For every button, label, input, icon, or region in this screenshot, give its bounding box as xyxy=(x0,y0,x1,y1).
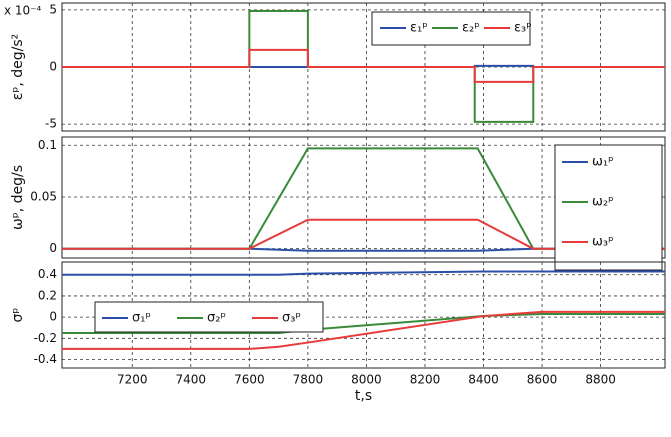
plot-frame xyxy=(61,136,666,259)
legend-label: ω₁ᵖ xyxy=(592,155,614,170)
y-tick-label: 5 xyxy=(49,2,57,16)
x-tick-label: 8400 xyxy=(468,373,499,387)
legend-label: σ₃ᵖ xyxy=(282,311,301,326)
x-tick-label: 7800 xyxy=(293,373,324,387)
legend-box xyxy=(94,301,324,333)
legend-box xyxy=(554,144,663,271)
series-line xyxy=(62,48,665,83)
x-tick-label: 8200 xyxy=(410,373,441,387)
y-tick-label: -0.2 xyxy=(34,331,57,345)
x-tick-label: 8600 xyxy=(527,373,558,387)
series-line xyxy=(62,310,665,350)
y-tick-label: 0.05 xyxy=(30,189,57,203)
y-axis-label: σᵖ xyxy=(10,308,26,323)
legend-label: ε₂ᵖ xyxy=(462,21,480,36)
y-axis-label: ωᵖ, deg/s xyxy=(10,165,26,230)
y-tick-label: 0 xyxy=(49,310,57,324)
legend-label: ω₂ᵖ xyxy=(592,195,614,210)
legend-label: ε₃ᵖ xyxy=(514,21,532,36)
y-tick-label: 0.4 xyxy=(38,267,57,281)
axis-multiplier: x 10⁻⁴ xyxy=(4,4,42,18)
x-tick-label: 8800 xyxy=(585,373,616,387)
x-tick-label: 7400 xyxy=(176,373,207,387)
x-tick-label: 7200 xyxy=(117,373,148,387)
x-axis-label: t,s xyxy=(355,388,372,404)
plot-frame xyxy=(61,261,666,369)
legend-label: σ₂ᵖ xyxy=(207,311,226,326)
y-tick-label: 0 xyxy=(49,241,57,255)
y-tick-label: 0.1 xyxy=(38,138,57,152)
y-axis-label: εᵖ, deg/s² xyxy=(10,34,26,100)
y-tick-label: 0 xyxy=(49,60,57,74)
y-tick-label: -5 xyxy=(45,117,57,131)
x-tick-label: 8000 xyxy=(351,373,382,387)
y-tick-label: -0.4 xyxy=(34,352,57,366)
series-line xyxy=(62,270,665,276)
y-tick-label: 0.2 xyxy=(38,288,57,302)
x-tick-label: 7600 xyxy=(234,373,265,387)
legend-label: σ₁ᵖ xyxy=(132,311,151,326)
legend-label: ω₃ᵖ xyxy=(592,235,614,250)
legend-label: ε₁ᵖ xyxy=(410,21,428,36)
